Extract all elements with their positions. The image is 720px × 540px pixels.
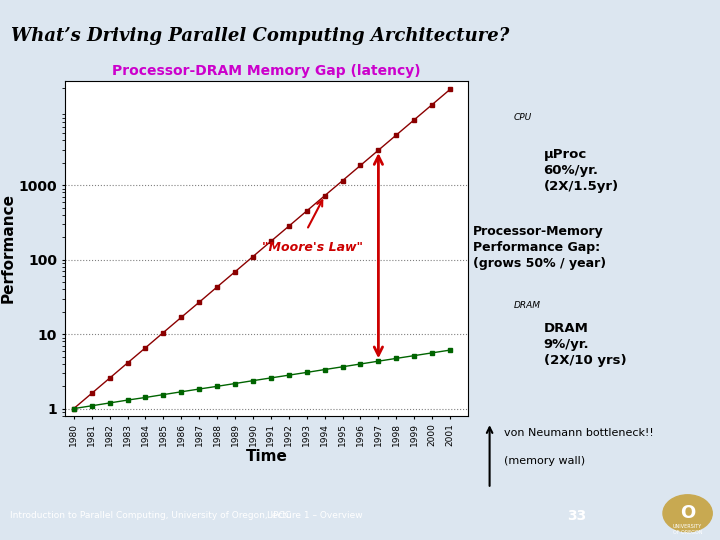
Text: Lecture 1 – Overview: Lecture 1 – Overview xyxy=(266,511,362,520)
Text: von Neumann bottleneck!!: von Neumann bottleneck!! xyxy=(504,428,654,438)
Text: UNIVERSITY
OF OREGON: UNIVERSITY OF OREGON xyxy=(673,524,702,535)
Title: Processor-DRAM Memory Gap (latency): Processor-DRAM Memory Gap (latency) xyxy=(112,64,420,78)
Text: DRAM: DRAM xyxy=(513,301,540,310)
Text: CPU: CPU xyxy=(513,113,531,123)
Text: µProc
60%/yr.
(2X/1.5yr): µProc 60%/yr. (2X/1.5yr) xyxy=(544,148,618,193)
Text: Processor-Memory
Performance Gap:
(grows 50% / year): Processor-Memory Performance Gap: (grows… xyxy=(473,225,606,270)
Y-axis label: Performance: Performance xyxy=(1,193,16,303)
Text: "Moore's Law": "Moore's Law" xyxy=(262,241,363,254)
Circle shape xyxy=(663,495,712,532)
Text: 33: 33 xyxy=(567,509,586,523)
Text: What’s Driving Parallel Computing Architecture?: What’s Driving Parallel Computing Archit… xyxy=(11,26,509,45)
X-axis label: Time: Time xyxy=(246,449,287,464)
Text: (memory wall): (memory wall) xyxy=(504,456,585,467)
Text: Introduction to Parallel Computing, University of Oregon, IPCC: Introduction to Parallel Computing, Univ… xyxy=(10,511,291,520)
Text: O: O xyxy=(680,504,696,522)
Text: DRAM
9%/yr.
(2X/10 yrs): DRAM 9%/yr. (2X/10 yrs) xyxy=(544,322,626,367)
